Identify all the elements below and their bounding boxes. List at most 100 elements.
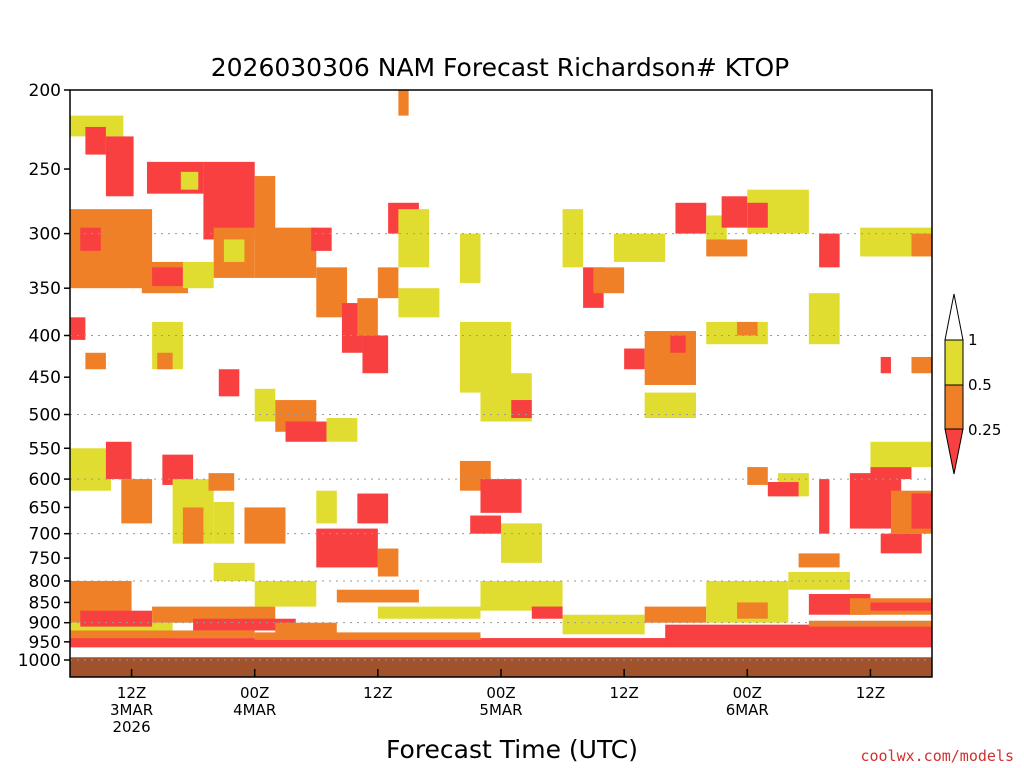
x-tick-label: 4MAR [233,701,276,719]
legend-label: 0.5 [968,376,992,394]
heatmap-cell [644,606,707,623]
heatmap-cell [911,233,932,257]
heatmap-cell [336,589,419,603]
heatmap-cell [870,467,912,480]
heatmap-cell [105,136,134,197]
heatmap-cell [808,293,840,345]
y-tick-label: 1000 [18,651,61,671]
y-tick-label: 250 [29,160,61,180]
heatmap-cell [152,267,183,287]
heatmap-cell [254,227,317,278]
heatmap-cell [105,441,132,480]
legend-swatch [944,339,964,386]
x-tick-label: 5MAR [479,701,522,719]
y-tick-label: 600 [29,470,61,490]
y-tick-label: 500 [29,406,61,426]
x-tick-label: 12Z [856,684,885,702]
heatmap-cell [275,622,337,635]
y-tick-label: 550 [29,439,61,459]
y-tick-label: 850 [29,593,61,613]
heatmap-cell [213,562,255,581]
heatmap-cell [316,490,337,524]
heatmap-cells [70,90,932,648]
heatmap-cell [511,400,532,419]
x-tick-label: 12Z [363,684,392,702]
heatmap-cell [398,288,440,318]
y-tick-label: 350 [29,279,61,299]
heatmap-cell [70,317,86,340]
heatmap-cell [70,115,124,137]
heatmap-cell [721,196,748,228]
heatmap-cell [70,630,255,639]
color-legend: 1 0.5 0.25 [944,293,1001,475]
heatmap-cell [808,620,932,627]
heatmap-cell [193,618,296,631]
plot-area [69,89,933,678]
heatmap-cell [911,493,932,529]
heatmap-cell [665,624,932,646]
heatmap-cell [254,580,317,607]
heatmap-cell [213,501,235,544]
x-tick-label: 3MAR [110,701,153,719]
heatmap-cell [121,479,153,524]
surface-fill [70,656,932,677]
heatmap-cell [747,202,768,228]
heatmap-cell [80,610,153,627]
y-tick-label: 800 [29,572,61,592]
heatmap-cell [459,233,481,284]
heatmap-cell [157,352,173,370]
heatmap-cell [670,335,686,353]
heatmap-cell [737,602,768,619]
legend-swatch [944,384,964,430]
heatmap-cell [767,482,799,497]
heatmap-cell [675,202,707,234]
heatmap-cell [819,233,840,268]
x-tick-label: 12Z [609,684,638,702]
legend-swatch-above [944,293,964,341]
heatmap-cell [562,209,584,268]
heatmap-cell [311,227,332,251]
heatmap-cell [911,356,932,374]
heatmap-cell [180,171,199,190]
heatmap-cell [737,321,758,336]
heatmap-cell [85,126,106,155]
heatmap-cell [819,479,830,534]
heatmap-cell [203,161,255,240]
heatmap-cell [326,418,358,442]
heatmap-cell [870,441,932,468]
x-tick-label: 00Z [486,684,515,702]
heatmap-cell [480,479,522,513]
x-tick-label: 00Z [240,684,269,702]
y-tick-label: 750 [29,549,61,569]
y-axis: 200 250 300 350 400 450 500 550 600 650 700 750 8008… [18,81,70,671]
heatmap-cell [357,298,378,336]
heatmap-cell [624,348,645,370]
heatmap-cell [870,602,932,611]
heatmap-cell [880,356,891,374]
heatmap-cell [593,267,625,294]
heatmap-cell [182,507,204,544]
heatmap-cell [316,267,348,318]
y-tick-label: 200 [29,81,61,101]
y-tick-label: 400 [29,326,61,346]
heatmap-cell [254,176,276,234]
x-tick-label: 12Z [117,684,146,702]
heatmap-cell [70,448,112,491]
credit-text[interactable]: coolwx.com/models [860,747,1014,765]
legend-swatch-below [944,428,964,475]
heatmap-cell [706,239,748,257]
y-tick-label: 300 [29,225,61,245]
heatmap-cell [613,233,666,262]
heatmap-cell [531,606,563,619]
heatmap-cell [377,606,481,619]
legend-label: 0.25 [968,421,1001,439]
heatmap-cell [398,209,430,268]
heatmap-cell [244,507,286,544]
x-tick-label: 6MAR [726,701,769,719]
heatmap-cell [285,421,327,442]
heatmap-cell [644,392,696,419]
y-tick-label: 900 [29,614,61,634]
y-tick-label: 650 [29,498,61,518]
heatmap-cell [85,352,106,370]
